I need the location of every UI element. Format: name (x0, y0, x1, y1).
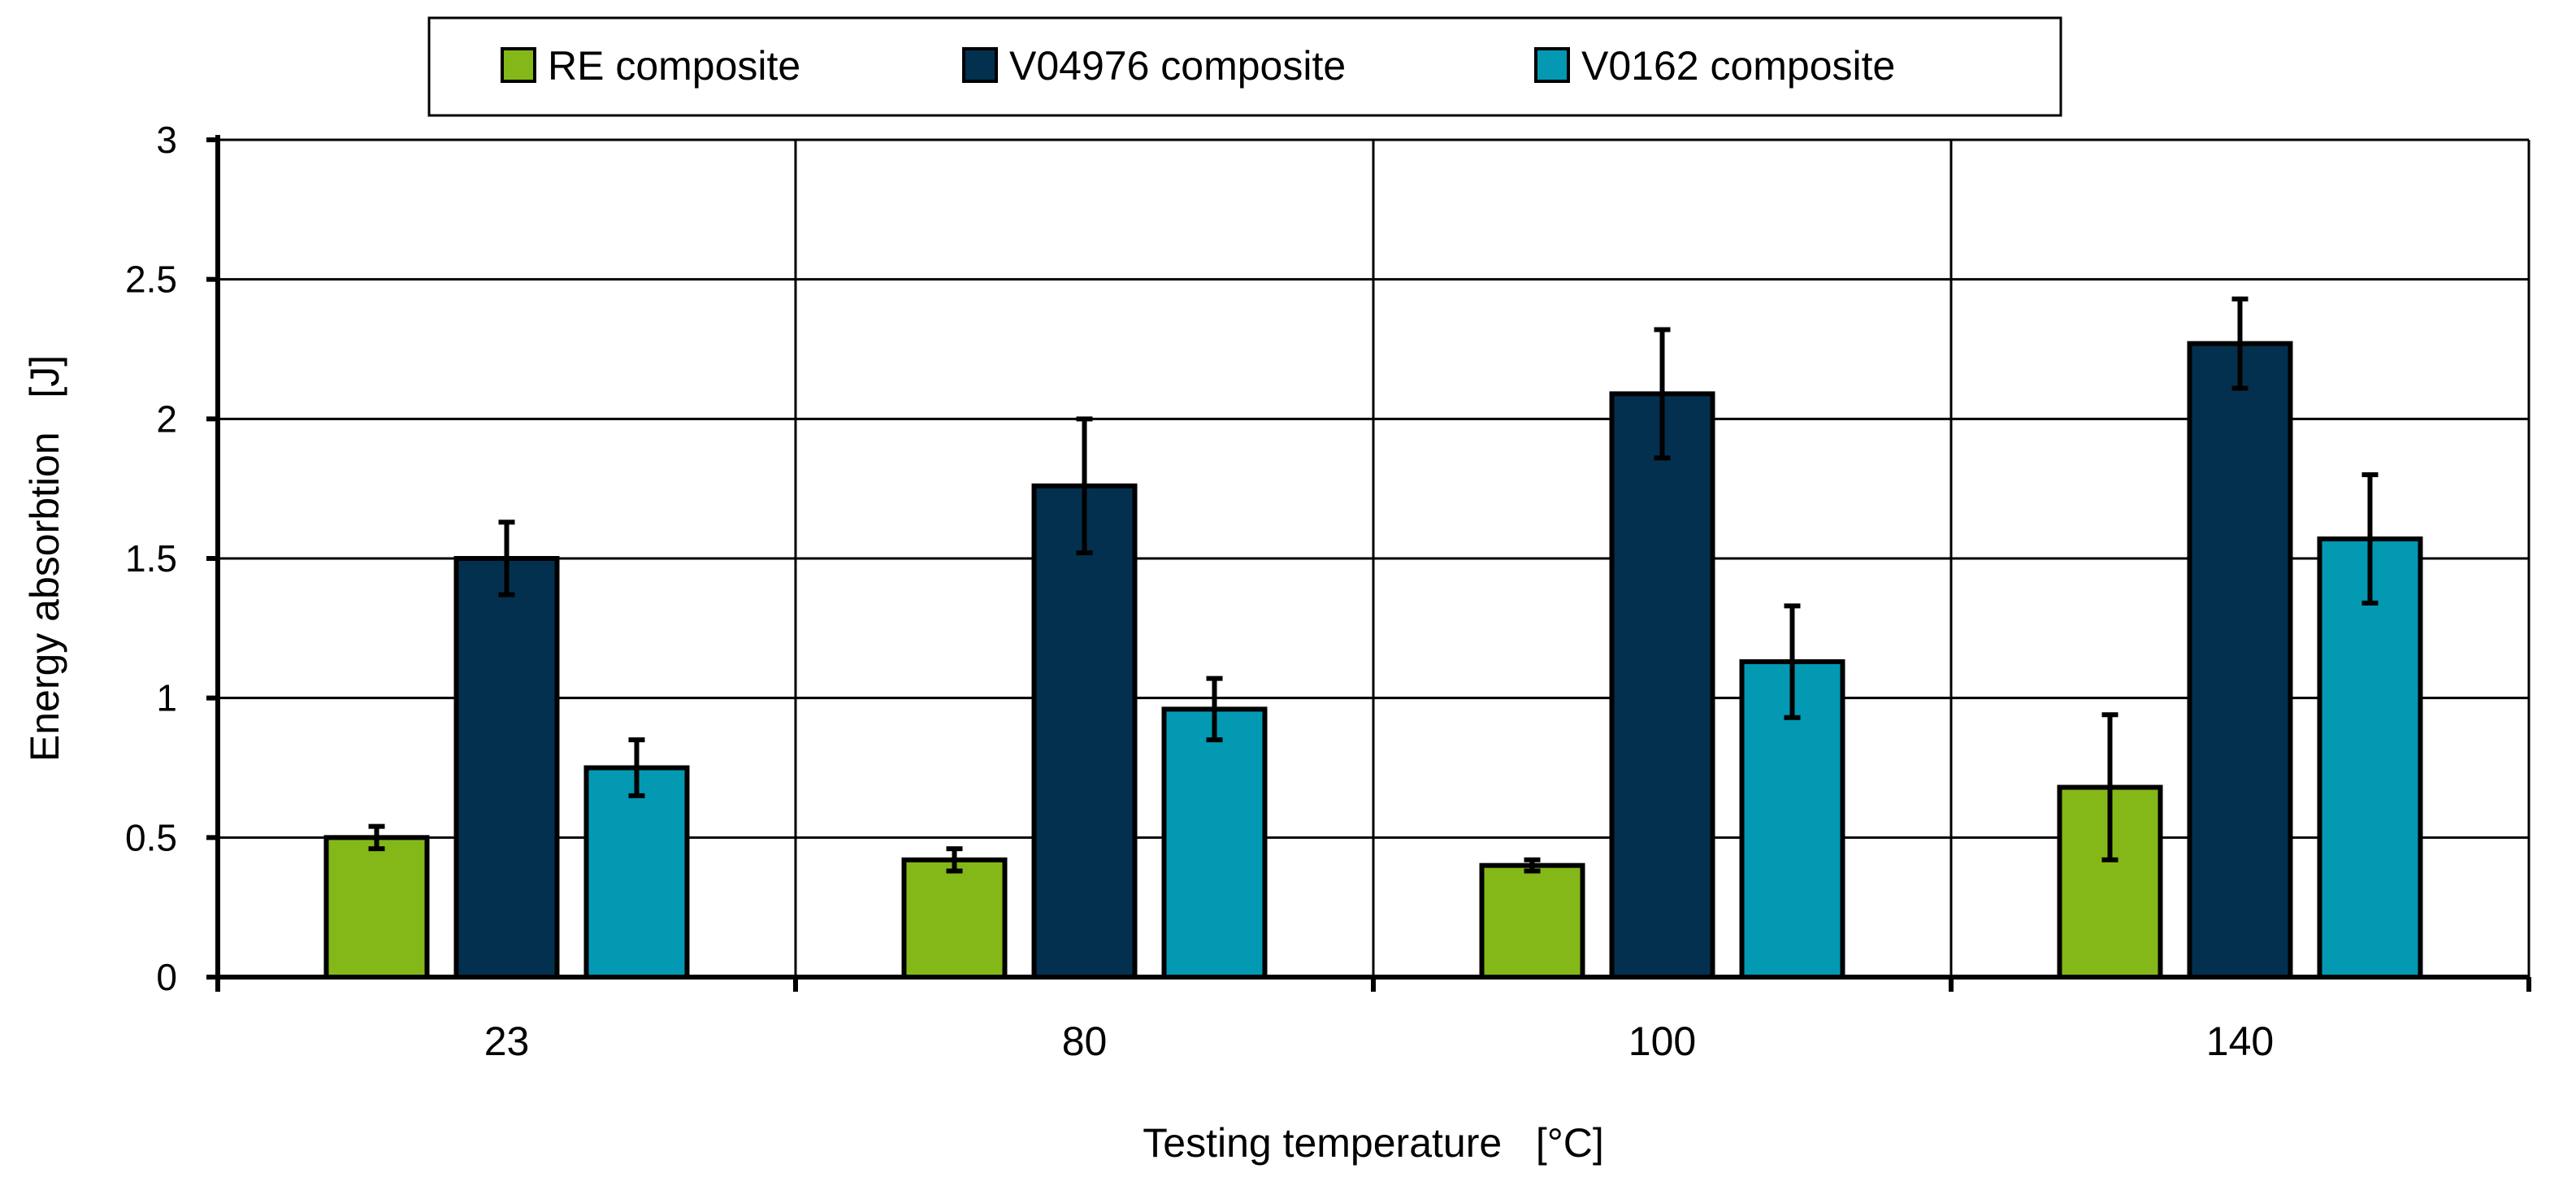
bar (1479, 862, 1585, 980)
bar (1031, 483, 1138, 980)
bar (2317, 536, 2423, 980)
x-axis-label: Testing temperature [°C] (1143, 1120, 1603, 1166)
bar (1161, 706, 1268, 980)
bar (453, 556, 560, 980)
bar (323, 835, 430, 980)
x-tick-label: 140 (2206, 1019, 2274, 1064)
x-tick-label: 100 (1628, 1019, 1696, 1064)
legend-box (427, 16, 2062, 117)
legend-label: V04976 composite (1009, 43, 1346, 89)
grid (218, 138, 2530, 977)
x-tick-label: 23 (484, 1019, 530, 1064)
bar (583, 765, 690, 980)
legend-label: V0162 composite (1581, 43, 1895, 89)
bar (901, 857, 1008, 980)
legend: RE composite V04976 composite V0162 compos… (427, 16, 2062, 117)
legend-swatch (1534, 47, 1570, 83)
bar (2187, 341, 2293, 980)
y-tick-label: 0.5 (125, 816, 177, 858)
y-tick-label: 2 (156, 397, 177, 440)
error-bars (368, 296, 2379, 874)
legend-label: RE composite (548, 43, 800, 89)
legend-swatch (962, 47, 998, 83)
y-tick-label: 2.5 (125, 258, 177, 301)
y-axis-label: Energy absorbtion [J] (22, 355, 67, 762)
y-tick-label: 1.5 (125, 537, 177, 580)
legend-swatch (501, 47, 536, 83)
bar (1609, 391, 1715, 980)
y-tick-label: 3 (156, 119, 177, 161)
y-tick-label: 1 (156, 677, 177, 719)
y-tick-label: 0 (156, 956, 177, 998)
x-tick-label: 80 (1062, 1019, 1108, 1064)
axes: 0 0.5 1 1.5 2 2.5 3 23 80 100 140 (125, 119, 2531, 1064)
